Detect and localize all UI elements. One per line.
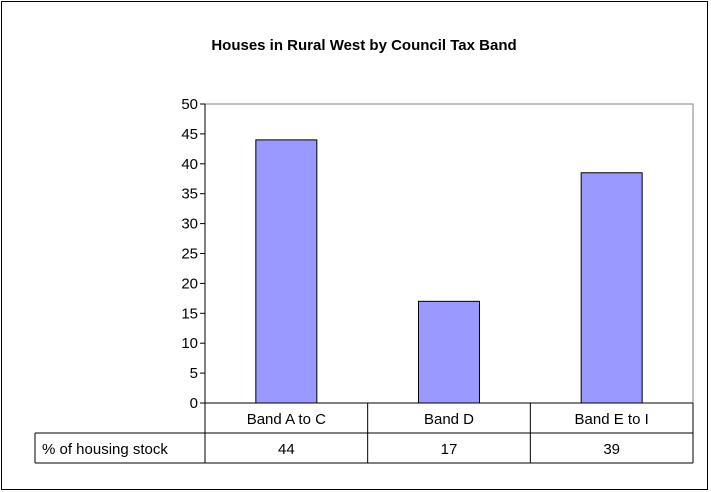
category-label: Band E to I (575, 411, 649, 428)
table-value: 44 (278, 441, 295, 458)
y-tick-label: 0 (190, 395, 198, 412)
y-tick-label: 40 (181, 156, 198, 173)
chart-title: Houses in Rural West by Council Tax Band (211, 37, 516, 54)
y-tick-label: 15 (181, 305, 198, 322)
table-row-label: % of housing stock (42, 441, 168, 458)
y-tick-label: 50 (181, 96, 198, 113)
table-value: 17 (441, 441, 458, 458)
bar (418, 300, 480, 404)
y-tick-label: 10 (181, 335, 198, 352)
y-tick-label: 20 (181, 275, 198, 292)
bars (255, 139, 643, 404)
bar (580, 172, 643, 404)
category-label: Band A to C (247, 411, 326, 428)
table-value: 39 (603, 441, 620, 458)
y-tick-label: 35 (181, 186, 198, 203)
bar (255, 139, 318, 404)
data-table: Band A to C Band D Band E to I % of housing… (34, 402, 694, 464)
y-tick-label: 25 (181, 246, 198, 263)
y-axis: 0 5 10 15 20 25 30 35 40 45 50 (181, 96, 206, 412)
category-label: Band D (424, 411, 474, 428)
y-tick-label: 5 (190, 365, 198, 382)
y-tick-label: 30 (181, 216, 198, 233)
y-tick-label: 45 (181, 126, 198, 143)
